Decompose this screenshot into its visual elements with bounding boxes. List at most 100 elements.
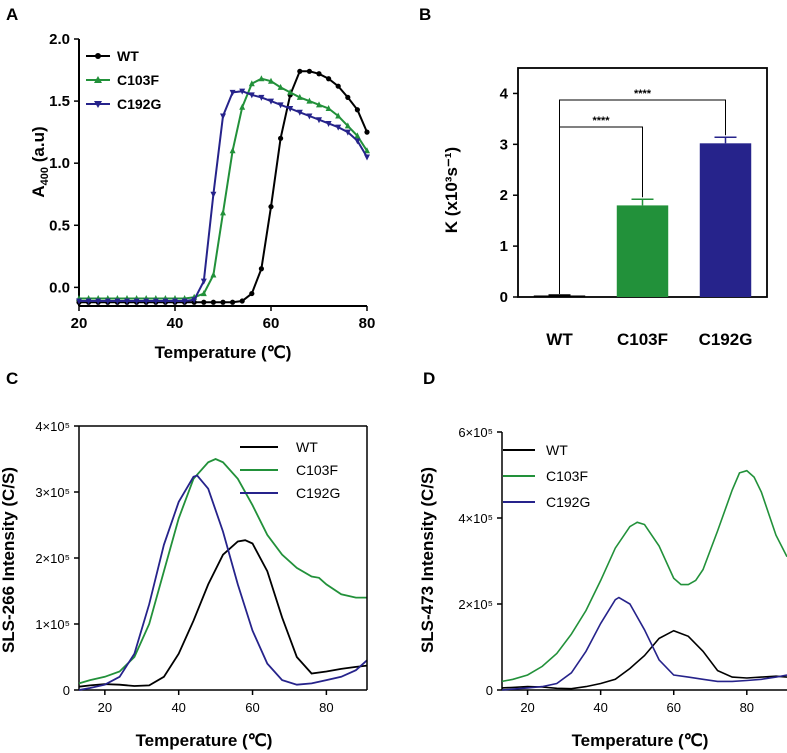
legend-wt: WT <box>86 48 139 64</box>
data-point-wt <box>268 204 274 210</box>
legend-c103f: C103F <box>503 468 588 484</box>
x-tick-label: 80 <box>319 700 333 715</box>
panel-b-plot: 0 1 2 3 4 WT C103F C192G **** **** <box>500 67 768 349</box>
data-point-c192g <box>268 98 274 105</box>
panel-label-c: C <box>6 369 18 388</box>
data-point-c192g <box>229 89 236 96</box>
data-point-wt <box>306 68 312 74</box>
data-point-c192g <box>85 298 92 305</box>
y-tick-label: 3 <box>500 136 508 153</box>
data-point-c192g <box>287 106 294 113</box>
panel-d: D 20 40 60 80 0 2×10⁵ 4×10⁵ 6×10⁵ Temperature (… <box>418 369 787 750</box>
data-point-wt <box>230 299 236 305</box>
legend-c103f: C103F <box>240 462 338 478</box>
data-point-c103f <box>258 75 265 82</box>
data-point-c192g <box>220 113 226 120</box>
x-tick-label: 20 <box>98 700 112 715</box>
data-point-c192g <box>104 298 111 305</box>
x-tick-label: 60 <box>666 700 680 715</box>
series-line-c192g <box>78 474 368 691</box>
legend-label-c192g: C192G <box>546 494 590 510</box>
legend-label-wt: WT <box>546 442 568 458</box>
legend-wt: WT <box>503 442 568 458</box>
panel-d-x-axis-label: Temperature (℃) <box>572 731 709 750</box>
legend-label-c103f: C103F <box>546 468 588 484</box>
data-point-c103f <box>248 80 255 87</box>
y-tick-label: 6×10⁵ <box>458 425 493 440</box>
y-tick-label: 2×10⁵ <box>458 597 493 612</box>
panel-b: B 0 1 2 3 4 WT C103F C192G **** **** K (x10³s⁻¹) <box>419 5 768 349</box>
data-point-c192g <box>172 298 178 305</box>
data-point-c192g <box>162 298 169 305</box>
legend-label-c192g: C192G <box>296 485 340 501</box>
panel-d-legend: WT C103F C192G <box>503 442 590 510</box>
data-point-c103f <box>296 93 303 100</box>
data-point-c103f <box>200 290 207 297</box>
x-tick-label: 40 <box>167 315 184 332</box>
data-point-c103f <box>325 105 332 112</box>
panel-a-y-axis-label: A400 (a.u) <box>29 126 51 197</box>
series-line-c192g <box>79 90 368 302</box>
y-tick-label: 1×10⁵ <box>35 617 70 632</box>
data-point-c192g <box>143 298 150 305</box>
data-point-c103f <box>306 97 313 104</box>
y-tick-label: 2×10⁵ <box>35 551 70 566</box>
data-point-c192g <box>181 298 188 305</box>
data-point-wt <box>364 129 370 135</box>
data-point-c192g <box>133 298 140 305</box>
y-tick-label: 0 <box>63 683 70 698</box>
panel-c-x-axis-label: Temperature (℃) <box>136 731 273 750</box>
data-point-c192g <box>296 109 303 116</box>
data-point-c103f <box>239 103 246 110</box>
data-point-c103f <box>344 122 351 129</box>
legend-c103f: C103F <box>86 72 159 88</box>
legend-label-c192g: C192G <box>117 96 161 112</box>
panel-label-a: A <box>6 5 18 24</box>
y-tick-label: 3×10⁵ <box>35 485 70 500</box>
panel-a-legend: WT C103F C192G <box>86 48 161 112</box>
data-point-c192g <box>114 298 121 305</box>
data-point-wt <box>326 76 332 82</box>
legend-label-wt: WT <box>296 439 318 455</box>
x-tick-label: 80 <box>740 700 754 715</box>
y-tick-label: 2.0 <box>49 31 70 48</box>
legend-c192g: C192G <box>86 96 161 112</box>
data-point-wt <box>316 71 322 77</box>
bar-c103f <box>616 205 669 297</box>
data-point-wt <box>220 299 226 305</box>
x-tick-label: 60 <box>263 315 280 332</box>
legend-label-wt: WT <box>117 48 139 64</box>
data-point-c192g <box>354 138 361 145</box>
data-point-c192g <box>248 92 255 99</box>
data-point-c192g <box>200 278 207 285</box>
x-tick-label-wt: WT <box>546 330 573 349</box>
series-line-wt <box>78 539 368 688</box>
data-point-c192g <box>76 298 82 305</box>
panel-label-d: D <box>423 369 435 388</box>
data-point-c192g <box>239 88 246 95</box>
x-tick-label-c103f: C103F <box>617 330 668 349</box>
significance-label: **** <box>592 115 610 127</box>
panel-c-y-axis-label: SLS-266 Intensity (C/S) <box>0 467 18 653</box>
y-tick-label: 0 <box>486 683 493 698</box>
data-point-c192g <box>344 129 351 136</box>
data-point-wt <box>278 135 284 141</box>
x-tick-label: 20 <box>520 700 534 715</box>
x-tick-label: 40 <box>593 700 607 715</box>
data-point-c103f <box>364 147 370 154</box>
data-point-c192g <box>335 124 342 131</box>
data-point-c192g <box>277 102 284 109</box>
bar-wt <box>533 295 586 297</box>
legend-c192g: C192G <box>503 494 590 510</box>
panel-a: A 20 40 60 80 0.0 0.5 1.0 1.5 2.0 Temperature (℃… <box>6 5 375 362</box>
data-point-wt <box>210 299 216 305</box>
data-point-wt <box>239 298 245 304</box>
legend-c192g: C192G <box>240 485 340 501</box>
y-tick-label: 4 <box>500 85 509 102</box>
data-point-c192g <box>152 298 159 305</box>
y-tick-label: 4×10⁵ <box>458 511 493 526</box>
panel-d-y-axis-label: SLS-473 Intensity (C/S) <box>418 467 437 653</box>
data-point-wt <box>249 290 255 297</box>
panel-c-plot: 20 40 60 80 0 1×10⁵ 2×10⁵ 3×10⁵ 4×10⁵ <box>35 419 368 715</box>
